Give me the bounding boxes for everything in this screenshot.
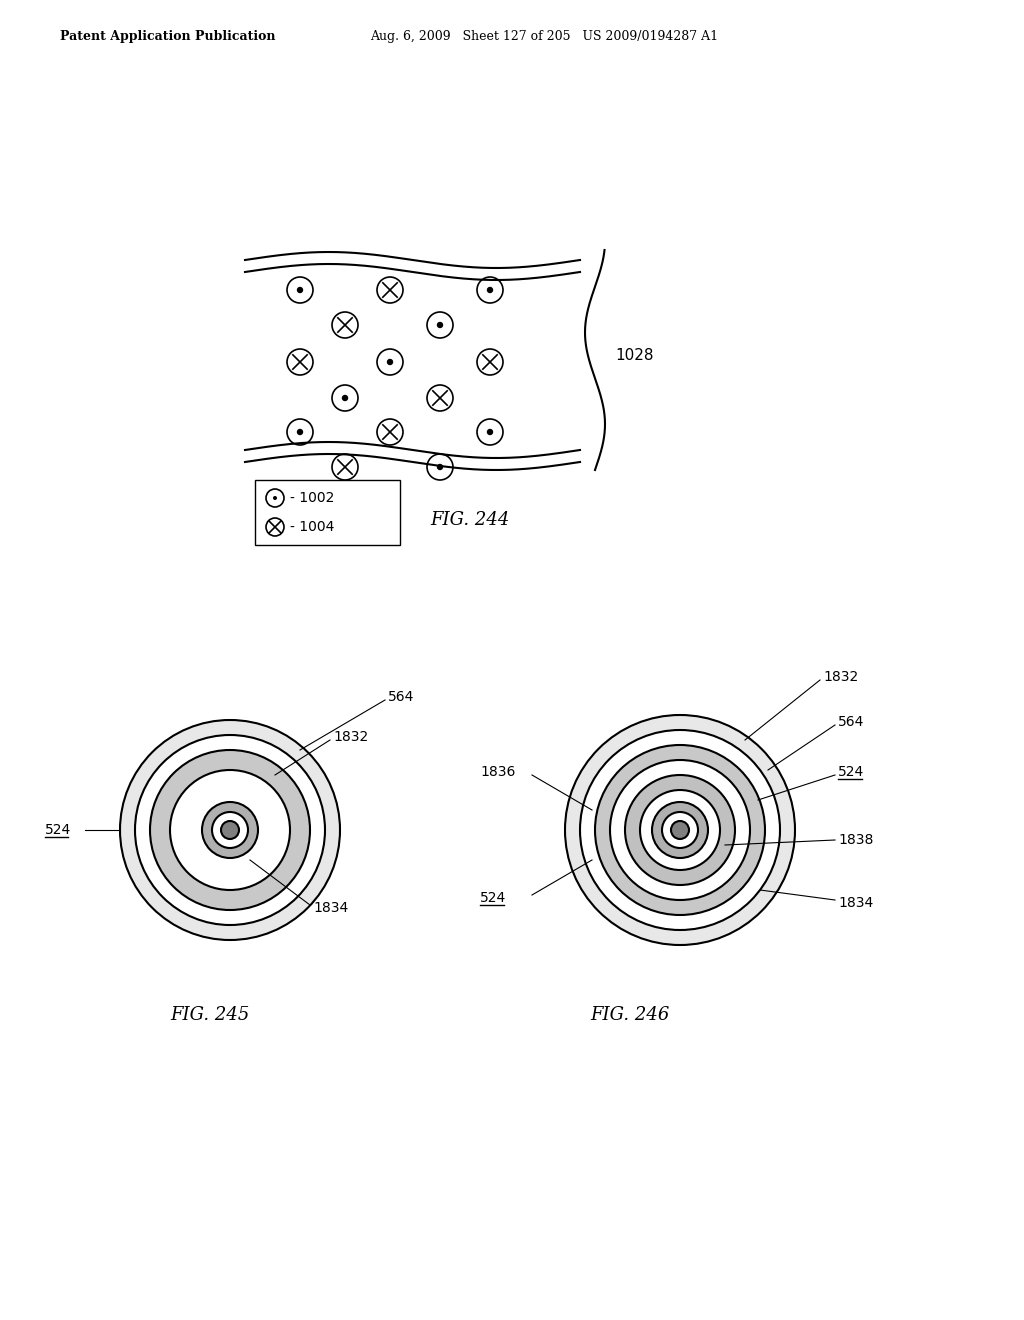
Circle shape — [671, 821, 689, 840]
Circle shape — [342, 396, 347, 400]
Circle shape — [437, 465, 442, 470]
Circle shape — [610, 760, 750, 900]
Text: 1834: 1834 — [313, 902, 348, 915]
Text: 1836: 1836 — [480, 766, 515, 779]
Circle shape — [298, 429, 302, 434]
Circle shape — [120, 719, 340, 940]
Circle shape — [595, 744, 765, 915]
Circle shape — [387, 359, 392, 364]
Text: FIG. 244: FIG. 244 — [430, 511, 509, 529]
Circle shape — [273, 496, 278, 500]
Circle shape — [662, 812, 698, 847]
Circle shape — [135, 735, 325, 925]
Text: 564: 564 — [838, 715, 864, 729]
Circle shape — [298, 288, 302, 293]
Circle shape — [150, 750, 310, 909]
Text: 1838: 1838 — [838, 833, 873, 847]
Text: 524: 524 — [838, 766, 864, 779]
Circle shape — [487, 288, 493, 293]
Text: 1834: 1834 — [838, 896, 873, 909]
Text: 564: 564 — [388, 690, 415, 704]
Circle shape — [212, 812, 248, 847]
Text: Patent Application Publication: Patent Application Publication — [60, 30, 275, 44]
Text: FIG. 246: FIG. 246 — [590, 1006, 670, 1024]
Text: 1832: 1832 — [823, 671, 858, 684]
Circle shape — [487, 429, 493, 434]
Circle shape — [437, 322, 442, 327]
Text: 524: 524 — [480, 891, 506, 906]
Text: FIG. 245: FIG. 245 — [170, 1006, 250, 1024]
Circle shape — [640, 789, 720, 870]
Circle shape — [625, 775, 735, 884]
Circle shape — [652, 803, 708, 858]
Circle shape — [202, 803, 258, 858]
Text: - 1002: - 1002 — [290, 491, 335, 506]
Text: - 1004: - 1004 — [290, 520, 335, 535]
Text: 524: 524 — [45, 822, 72, 837]
Circle shape — [565, 715, 795, 945]
Text: 1028: 1028 — [615, 347, 653, 363]
Bar — [255, 480, 400, 545]
Circle shape — [170, 770, 290, 890]
Circle shape — [221, 821, 239, 840]
Circle shape — [580, 730, 780, 931]
Text: Aug. 6, 2009   Sheet 127 of 205   US 2009/0194287 A1: Aug. 6, 2009 Sheet 127 of 205 US 2009/01… — [370, 30, 718, 44]
Text: 1832: 1832 — [333, 730, 369, 744]
